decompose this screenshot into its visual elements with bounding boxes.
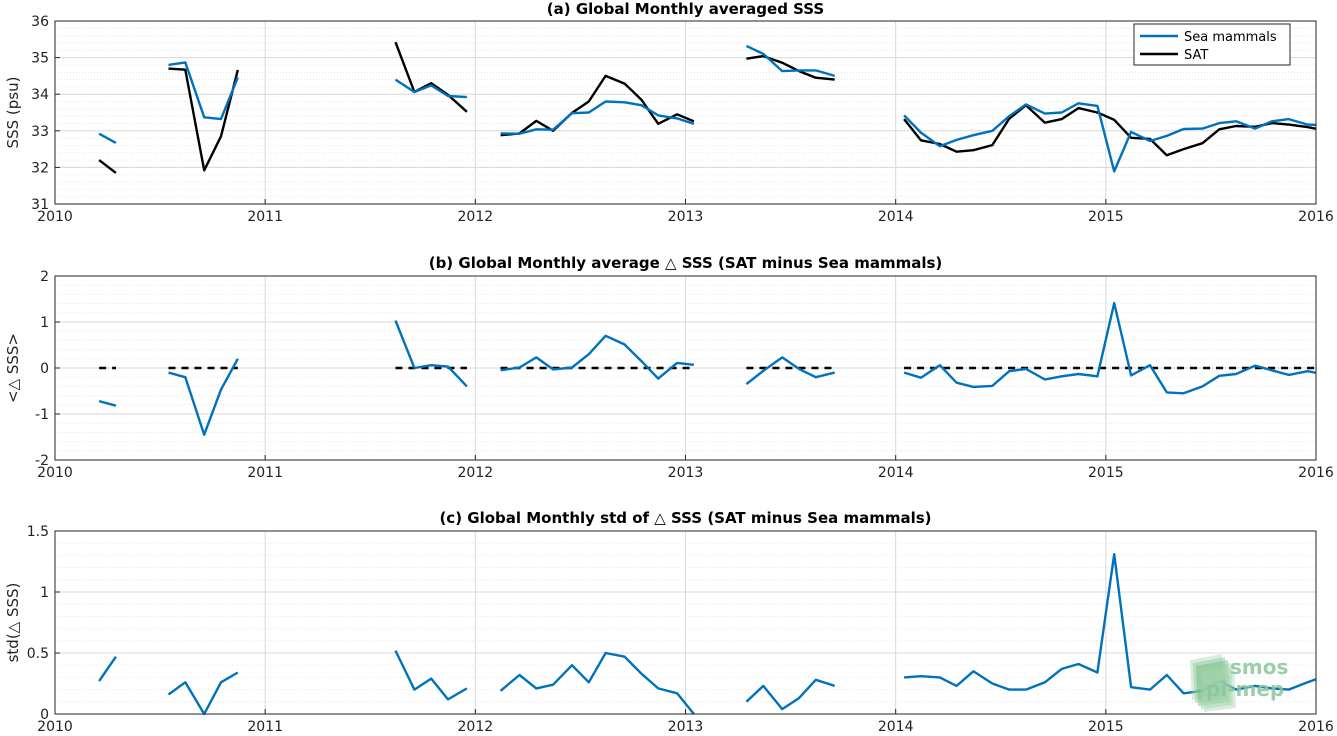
logo-text-smos: smos xyxy=(1230,655,1288,679)
y-tick-label: 33 xyxy=(31,124,49,140)
x-tick-label: 2012 xyxy=(458,719,494,735)
y-axis-label: SSS (psu) xyxy=(4,77,22,149)
series-line-sea-mammals-seg-0 xyxy=(98,132,117,144)
y-tick-label: 1.5 xyxy=(27,524,49,540)
x-tick-label: 2013 xyxy=(668,719,704,735)
y-tick-label: 32 xyxy=(31,160,49,176)
series-line-sat-seg-1 xyxy=(168,67,239,172)
x-tick-label: 2011 xyxy=(247,719,283,735)
y-tick-label: 36 xyxy=(31,14,49,30)
x-tick-label: 2015 xyxy=(1088,719,1124,735)
y-tick-label: 0 xyxy=(40,707,49,723)
x-tick-label: 2014 xyxy=(878,209,914,225)
series-line-sat-seg-4 xyxy=(746,54,835,81)
x-tick-label: 2010 xyxy=(37,209,73,225)
x-tick-label: 2011 xyxy=(247,465,283,481)
chart-title: (c) Global Monthly std of △ SSS (SAT min… xyxy=(439,509,931,527)
y-tick-label: -1 xyxy=(35,407,49,423)
y-axis-label: <△ SSS> xyxy=(4,333,22,403)
series-line-sea-mammals-seg-3 xyxy=(500,100,695,135)
x-tick-label: 2013 xyxy=(668,209,704,225)
series-line-delta-sss-seg-2 xyxy=(394,650,468,701)
x-tick-label: 2014 xyxy=(878,719,914,735)
chart-panel-c: 0 0.5 1 1.5 2010 2011 2012 2013 2014 2015 2016 (c) … xyxy=(4,509,1334,735)
chart-panel-b: -2 -1 0 1 2 2010 2011 2012 2013 2014 2015 2016 (b) G… xyxy=(4,254,1334,481)
x-tick-label: 2015 xyxy=(1088,209,1124,225)
y-tick-label: 2 xyxy=(40,269,49,285)
series-line-delta-sss-seg-5 xyxy=(904,553,1316,695)
series-line-sat-seg-3 xyxy=(500,74,695,137)
y-tick-label: -2 xyxy=(35,453,49,469)
x-tick-label: 2013 xyxy=(668,465,704,481)
logo-layer xyxy=(1190,654,1224,700)
x-tick-label: 2011 xyxy=(247,209,283,225)
series-line-sat-seg-0 xyxy=(98,159,117,174)
x-tick-label: 2010 xyxy=(37,719,73,735)
y-tick-label: 1 xyxy=(40,315,49,331)
y-tick-label: 35 xyxy=(31,51,49,67)
chart-title: (a) Global Monthly averaged SSS xyxy=(547,0,824,18)
x-tick-label: 2016 xyxy=(1298,719,1334,735)
y-axis-label: std(△ SSS) xyxy=(4,583,22,663)
legend-box xyxy=(1133,23,1291,66)
series-line-delta-sss-seg-2 xyxy=(394,320,468,388)
chart-title: (b) Global Monthly average △ SSS (SAT mi… xyxy=(429,254,943,272)
legend-label: SAT xyxy=(1184,48,1208,63)
series-line-sat-seg-2 xyxy=(394,41,468,113)
series-line-delta-sss-seg-3 xyxy=(500,334,695,380)
series-line-sea-mammals-seg-4 xyxy=(745,44,836,78)
y-tick-label: 31 xyxy=(31,197,49,213)
x-tick-label: 2016 xyxy=(1298,465,1334,481)
y-tick-label: 0.5 xyxy=(27,646,49,662)
series-line-delta-sss-seg-0 xyxy=(98,399,117,407)
x-tick-label: 2014 xyxy=(878,465,914,481)
series-line-delta-sss-seg-1 xyxy=(167,671,239,716)
logo-text-pimep: pi-mep xyxy=(1206,677,1284,701)
y-tick-label: 1 xyxy=(40,585,49,601)
series-line-delta-sss-seg-0 xyxy=(98,656,117,682)
chart-panel-a: 31 32 33 34 35 36 2010 2011 2012 2013 2014 2015 2016… xyxy=(4,0,1334,225)
series-line-sat-seg-5 xyxy=(903,103,1316,157)
series-line-sea-mammals-seg-1 xyxy=(168,61,239,121)
x-tick-label: 2012 xyxy=(458,209,494,225)
legend-label: Sea mammals xyxy=(1184,30,1277,45)
logo-layer xyxy=(1202,666,1236,712)
x-tick-label: 2012 xyxy=(458,465,494,481)
logo-layer xyxy=(1196,660,1230,706)
y-tick-label: 34 xyxy=(31,87,49,103)
logo-layer xyxy=(1199,663,1233,709)
series-line-delta-sss-seg-4 xyxy=(745,356,835,386)
x-tick-label: 2010 xyxy=(37,465,73,481)
logo-layer xyxy=(1193,657,1227,703)
y-tick-label: 0 xyxy=(40,361,49,377)
x-tick-label: 2015 xyxy=(1088,465,1124,481)
x-tick-label: 2016 xyxy=(1298,209,1334,225)
legend: Sea mammals SAT xyxy=(1133,23,1291,66)
series-line-delta-sss-seg-3 xyxy=(499,651,695,715)
series-line-delta-sss-seg-5 xyxy=(903,301,1316,395)
series-line-sea-mammals-seg-2 xyxy=(394,78,467,99)
series-line-delta-sss-seg-1 xyxy=(168,358,239,436)
series-line-delta-sss-seg-4 xyxy=(745,678,836,711)
series-line-sea-mammals-seg-5 xyxy=(903,102,1316,173)
